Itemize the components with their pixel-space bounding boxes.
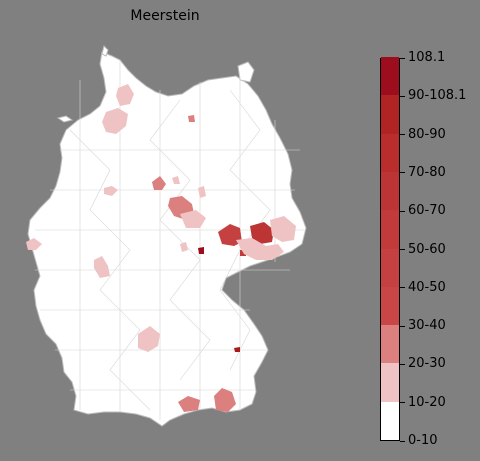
colorbar-tick bbox=[400, 210, 405, 212]
region-bavaria-east bbox=[234, 347, 240, 352]
region-north-hamburg bbox=[102, 108, 128, 134]
colorbar-tick bbox=[400, 402, 405, 404]
choropleth-map bbox=[26, 45, 307, 427]
region-thuringia bbox=[218, 224, 242, 246]
colorbar-segment-40-50 bbox=[381, 248, 399, 287]
region-northeast-small bbox=[188, 115, 195, 122]
region-harz bbox=[152, 176, 166, 190]
region-hesse-central bbox=[180, 210, 206, 228]
colorbar-label: 108.1 bbox=[408, 50, 446, 65]
region-vogtland bbox=[198, 247, 204, 254]
colorbar-label: 80-90 bbox=[408, 126, 446, 142]
colorbar-tick bbox=[400, 440, 405, 442]
colorbar-segment-0-10 bbox=[381, 401, 399, 440]
colorbar-label: 20-30 bbox=[408, 356, 446, 372]
colorbar-segment-70-80 bbox=[381, 133, 399, 172]
island-baltic bbox=[237, 61, 255, 83]
colorbar bbox=[380, 57, 400, 441]
region-thuringia-west bbox=[180, 242, 188, 252]
region-palatinate bbox=[94, 256, 110, 278]
germany-outline bbox=[27, 51, 307, 427]
region-franconia bbox=[138, 326, 160, 352]
region-north-coast bbox=[116, 84, 134, 106]
colorbar-tick bbox=[400, 363, 405, 365]
colorbar-tick bbox=[400, 249, 405, 250]
island-north bbox=[101, 45, 109, 57]
colorbar-tick bbox=[400, 172, 405, 174]
island-frisian bbox=[56, 115, 74, 123]
colorbar-segment-80-90 bbox=[381, 95, 399, 134]
colorbar-label: 0-10 bbox=[408, 433, 438, 448]
colorbar-label: 30-40 bbox=[408, 318, 446, 334]
region-lusatia bbox=[270, 216, 296, 242]
region-westphalia bbox=[104, 186, 118, 196]
colorbar-tick bbox=[400, 325, 405, 327]
colorbar-segment-30-40 bbox=[381, 286, 399, 326]
region-rhineland-west bbox=[26, 238, 42, 250]
colorbar-tick bbox=[400, 287, 405, 289]
colorbar-segment-10-20 bbox=[381, 363, 399, 402]
region-erzgebirge bbox=[236, 238, 284, 260]
map-title: Meerstein bbox=[130, 8, 200, 24]
colorbar-segment-60-70 bbox=[381, 171, 399, 211]
colorbar-segment-50-60 bbox=[381, 210, 399, 249]
colorbar-tick bbox=[400, 57, 405, 59]
colorbar-label: 40-50 bbox=[408, 279, 446, 295]
colorbar-label: 90-108.1 bbox=[408, 88, 467, 104]
colorbar-label: 70-80 bbox=[408, 164, 446, 180]
region-dresden bbox=[250, 222, 274, 244]
region-lower-saxony-east bbox=[172, 176, 180, 184]
colorbar-segment-90-108.1 bbox=[381, 57, 399, 96]
colorbar-label: 60-70 bbox=[408, 203, 446, 219]
colorbar-segment-20-30 bbox=[381, 325, 399, 364]
colorbar-tick bbox=[400, 134, 405, 136]
region-allgaeu bbox=[178, 396, 200, 412]
colorbar-label: 10-20 bbox=[408, 394, 446, 410]
colorbar-tick bbox=[400, 95, 405, 97]
region-upper-bavaria bbox=[214, 388, 236, 412]
colorbar-label: 50-60 bbox=[408, 241, 446, 257]
region-saxony-anhalt-small bbox=[198, 186, 206, 198]
